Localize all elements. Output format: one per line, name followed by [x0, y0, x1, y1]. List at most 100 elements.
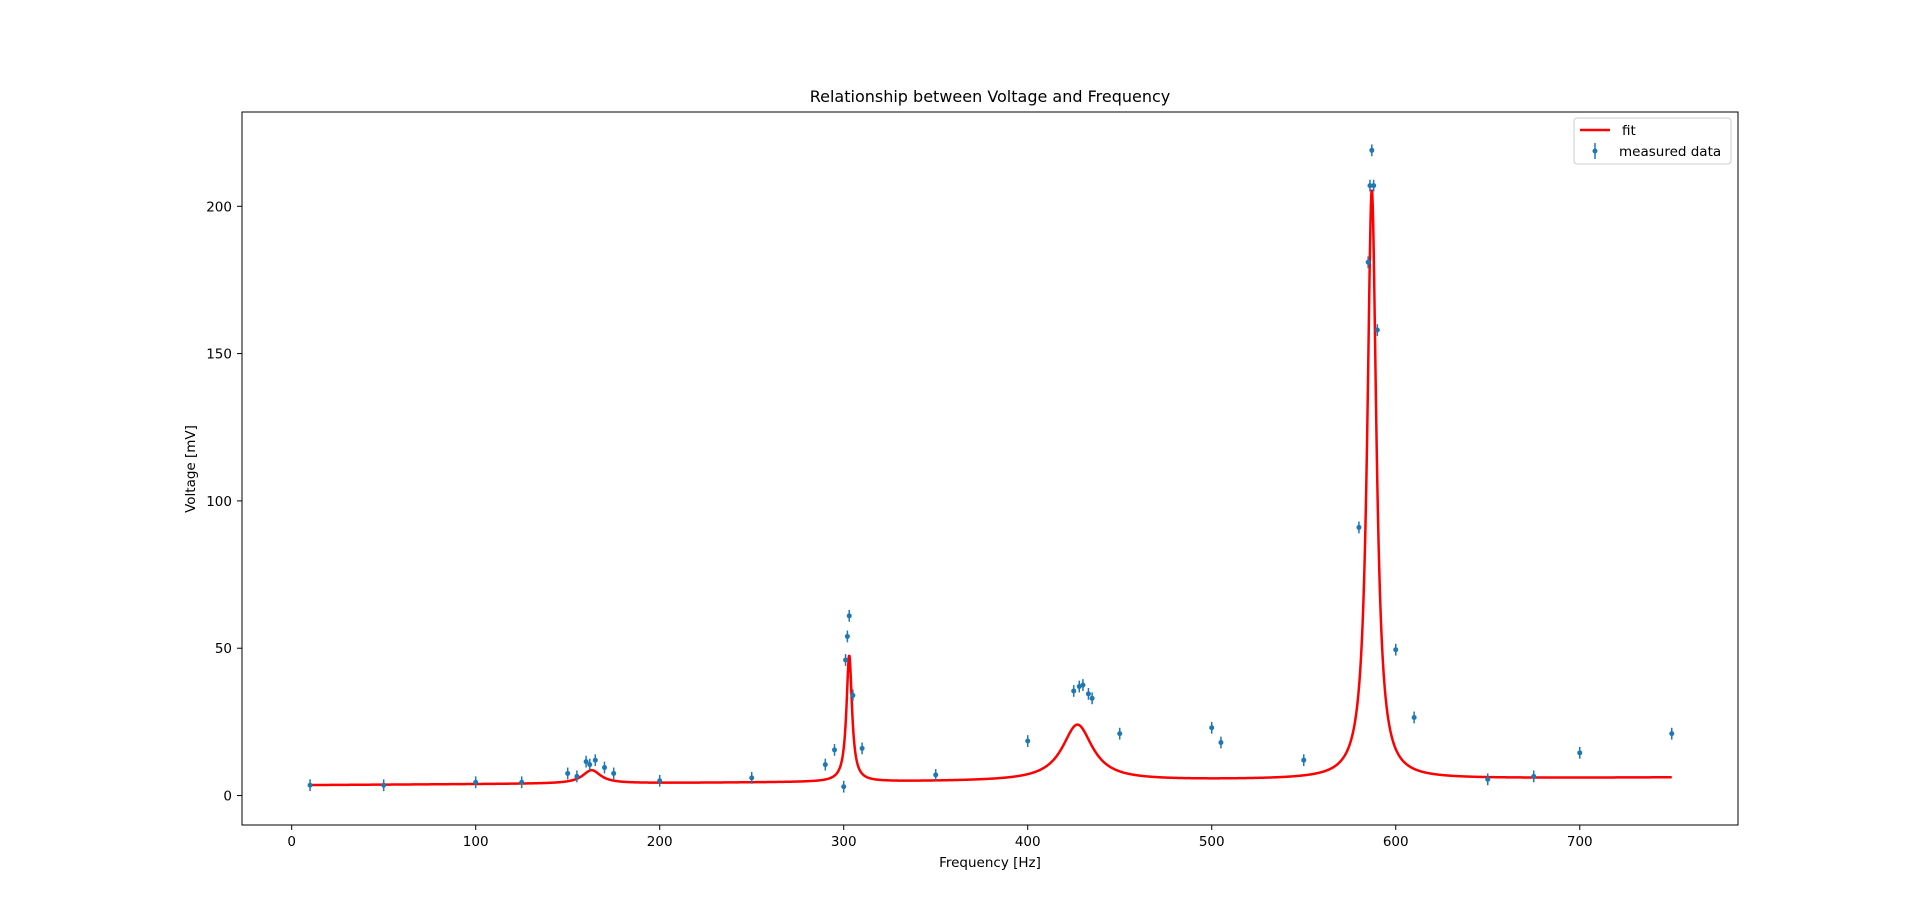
x-axis-label: Frequency [Hz]	[939, 855, 1041, 871]
x-tick-label: 100	[463, 834, 489, 850]
data-point	[601, 761, 607, 774]
data-marker	[1393, 647, 1399, 653]
data-marker	[859, 745, 865, 751]
data-marker	[841, 784, 847, 790]
data-point	[583, 755, 589, 768]
data-marker	[843, 657, 849, 663]
data-marker	[1071, 688, 1077, 694]
data-point	[1393, 643, 1399, 656]
data-marker	[844, 633, 850, 639]
data-point	[749, 771, 755, 784]
data-marker	[1577, 750, 1583, 756]
data-point	[1218, 736, 1224, 749]
data-point	[1411, 711, 1417, 724]
axes-frame	[241, 111, 1739, 826]
data-marker	[1531, 773, 1537, 779]
y-tick-label: 0	[223, 789, 232, 805]
data-point	[657, 774, 663, 787]
data-marker	[592, 757, 598, 763]
data-point	[1025, 735, 1031, 747]
data-marker	[1085, 691, 1091, 697]
legend-data-label: measured data	[1619, 144, 1721, 160]
data-marker	[583, 759, 589, 765]
data-point	[611, 767, 617, 780]
data-marker	[611, 770, 617, 776]
fit-curve	[310, 189, 1672, 787]
data-marker	[933, 772, 939, 778]
data-point	[832, 743, 838, 756]
x-tick-label: 700	[1567, 834, 1593, 850]
legend-data-marker	[1592, 148, 1598, 154]
data-marker	[832, 747, 838, 753]
data-marker	[1301, 757, 1307, 763]
data-marker	[749, 775, 755, 781]
data-marker	[1367, 183, 1373, 189]
data-marker	[1025, 738, 1031, 744]
data-point	[1365, 256, 1371, 269]
data-marker	[1089, 695, 1095, 701]
data-marker	[574, 773, 580, 779]
data-point	[307, 779, 313, 792]
data-point	[381, 779, 387, 792]
data-marker	[822, 762, 828, 768]
data-marker	[1356, 524, 1362, 530]
data-point	[587, 758, 593, 771]
plot-area	[241, 111, 1739, 826]
data-point	[1577, 746, 1583, 759]
data-marker	[657, 778, 663, 784]
y-axis-label: Voltage [mV]	[183, 425, 199, 513]
data-point	[473, 776, 479, 789]
data-marker	[1080, 682, 1086, 688]
data-point	[1356, 521, 1362, 534]
legend-fit-label: fit	[1622, 123, 1636, 139]
data-point	[1367, 179, 1373, 192]
y-tick-label: 100	[206, 494, 232, 510]
data-point	[843, 654, 849, 666]
data-layer	[307, 144, 1675, 793]
fit-layer	[310, 189, 1672, 787]
y-axis: 0 50 100 150 200	[206, 199, 242, 805]
axes-background	[242, 112, 1738, 825]
data-point	[1669, 727, 1675, 740]
data-marker	[1369, 147, 1375, 153]
data-marker	[850, 692, 856, 698]
data-marker	[1669, 731, 1675, 737]
x-axis: 0 100 200 300 400 500 600 700	[287, 825, 1593, 850]
data-point	[1089, 692, 1095, 705]
legend-frame	[1573, 117, 1732, 165]
x-tick-label: 600	[1383, 834, 1409, 850]
data-marker	[307, 782, 313, 788]
data-point	[1374, 324, 1380, 336]
data-marker	[601, 765, 607, 771]
data-point	[1117, 727, 1123, 740]
x-tick-label: 500	[1199, 834, 1225, 850]
data-point	[1085, 687, 1091, 700]
data-marker	[846, 613, 852, 619]
data-point	[844, 630, 850, 643]
data-point	[1371, 179, 1377, 192]
y-tick-label: 200	[206, 199, 232, 215]
data-marker	[587, 762, 593, 768]
data-point	[1369, 144, 1375, 157]
data-point	[1531, 770, 1537, 783]
data-point	[846, 609, 852, 622]
data-marker	[1485, 776, 1491, 782]
chart-title: Relationship between Voltage and Frequen…	[810, 87, 1171, 106]
data-marker	[519, 779, 525, 785]
data-point	[574, 770, 580, 783]
data-marker	[1411, 714, 1417, 720]
data-point	[1301, 754, 1307, 767]
data-point	[850, 689, 856, 702]
data-marker	[1218, 740, 1224, 746]
data-marker	[1374, 327, 1380, 333]
data-point	[859, 742, 865, 755]
legend: fit measured data	[1573, 117, 1732, 165]
x-tick-label: 200	[647, 834, 673, 850]
data-point	[519, 776, 525, 789]
data-point	[1209, 721, 1215, 734]
data-marker	[1365, 259, 1371, 265]
data-point	[1071, 685, 1077, 697]
data-point	[1485, 773, 1491, 786]
y-tick-label: 50	[215, 641, 232, 657]
